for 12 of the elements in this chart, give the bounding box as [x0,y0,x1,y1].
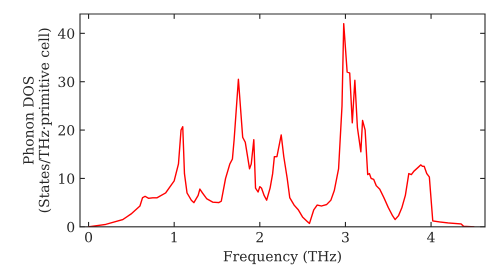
x-tick-label: 0 [85,232,92,242]
x-tick-label: 4 [427,232,435,242]
y-axis-title: Phonon DOS (States/THz·primitive cell) [22,28,52,212]
x-tick-label: 1 [171,232,177,242]
x-tick-label: 2 [256,232,263,242]
x-tick-label: 3 [342,232,349,242]
y-tick-label: 10 [59,173,74,184]
y-tick-label: 0 [67,222,74,232]
y-tick-label: 40 [58,28,74,39]
y-tick-label: 20 [58,125,74,136]
y-tick-label: 30 [58,76,74,88]
x-axis-title: Frequency (THz) [224,250,341,264]
